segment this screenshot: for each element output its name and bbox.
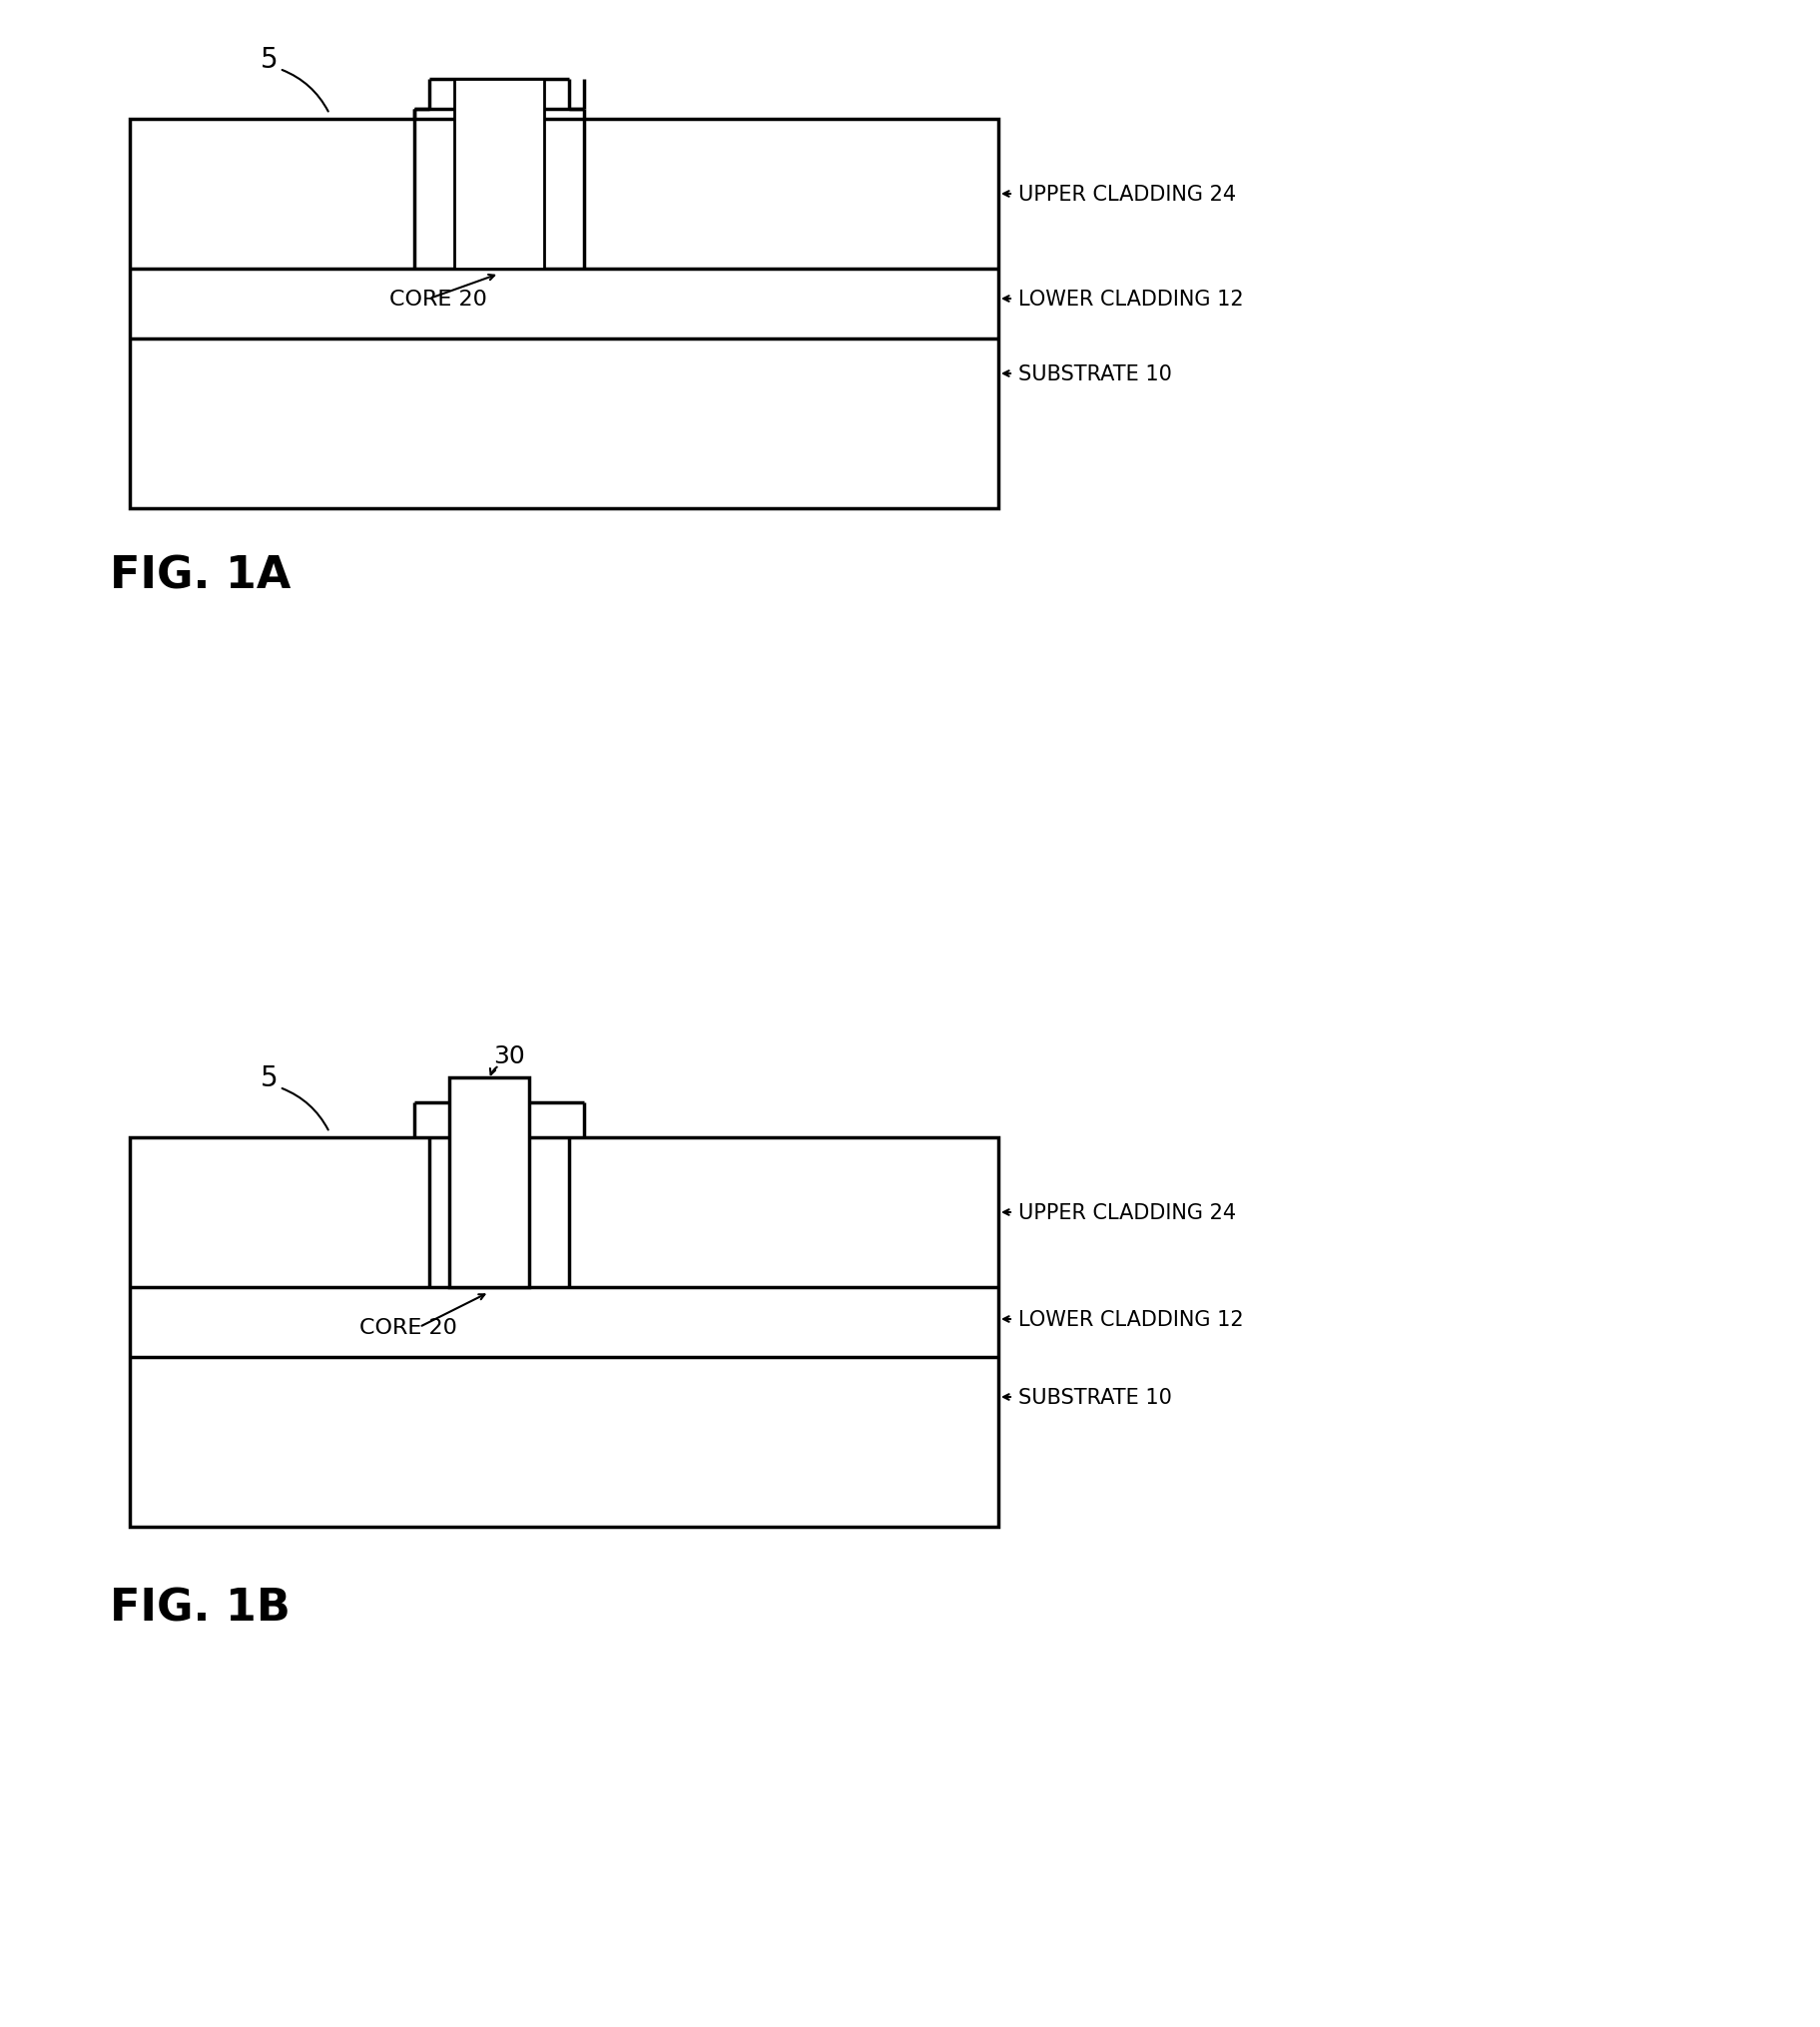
Text: SUBSTRATE 10: SUBSTRATE 10	[1019, 1386, 1172, 1407]
Bar	[129, 120, 999, 509]
Text: 30: 30	[493, 1044, 524, 1068]
Text: CORE 20: CORE 20	[389, 290, 488, 310]
Text: CORE 20: CORE 20	[359, 1318, 457, 1338]
Bar	[129, 1137, 999, 1526]
Bar	[450, 1078, 530, 1287]
Text: LOWER CLADDING 12: LOWER CLADDING 12	[1019, 290, 1243, 310]
Text: SUBSTRATE 10: SUBSTRATE 10	[1019, 365, 1172, 385]
Text: FIG. 1B: FIG. 1B	[109, 1587, 291, 1630]
Text: LOWER CLADDING 12: LOWER CLADDING 12	[1019, 1309, 1243, 1330]
Text: 5: 5	[260, 1064, 278, 1093]
Text: UPPER CLADDING 24: UPPER CLADDING 24	[1019, 1202, 1236, 1222]
Text: 5: 5	[260, 47, 278, 73]
Bar	[455, 79, 544, 270]
Text: FIG. 1A: FIG. 1A	[109, 553, 291, 596]
Text: UPPER CLADDING 24: UPPER CLADDING 24	[1019, 184, 1236, 205]
